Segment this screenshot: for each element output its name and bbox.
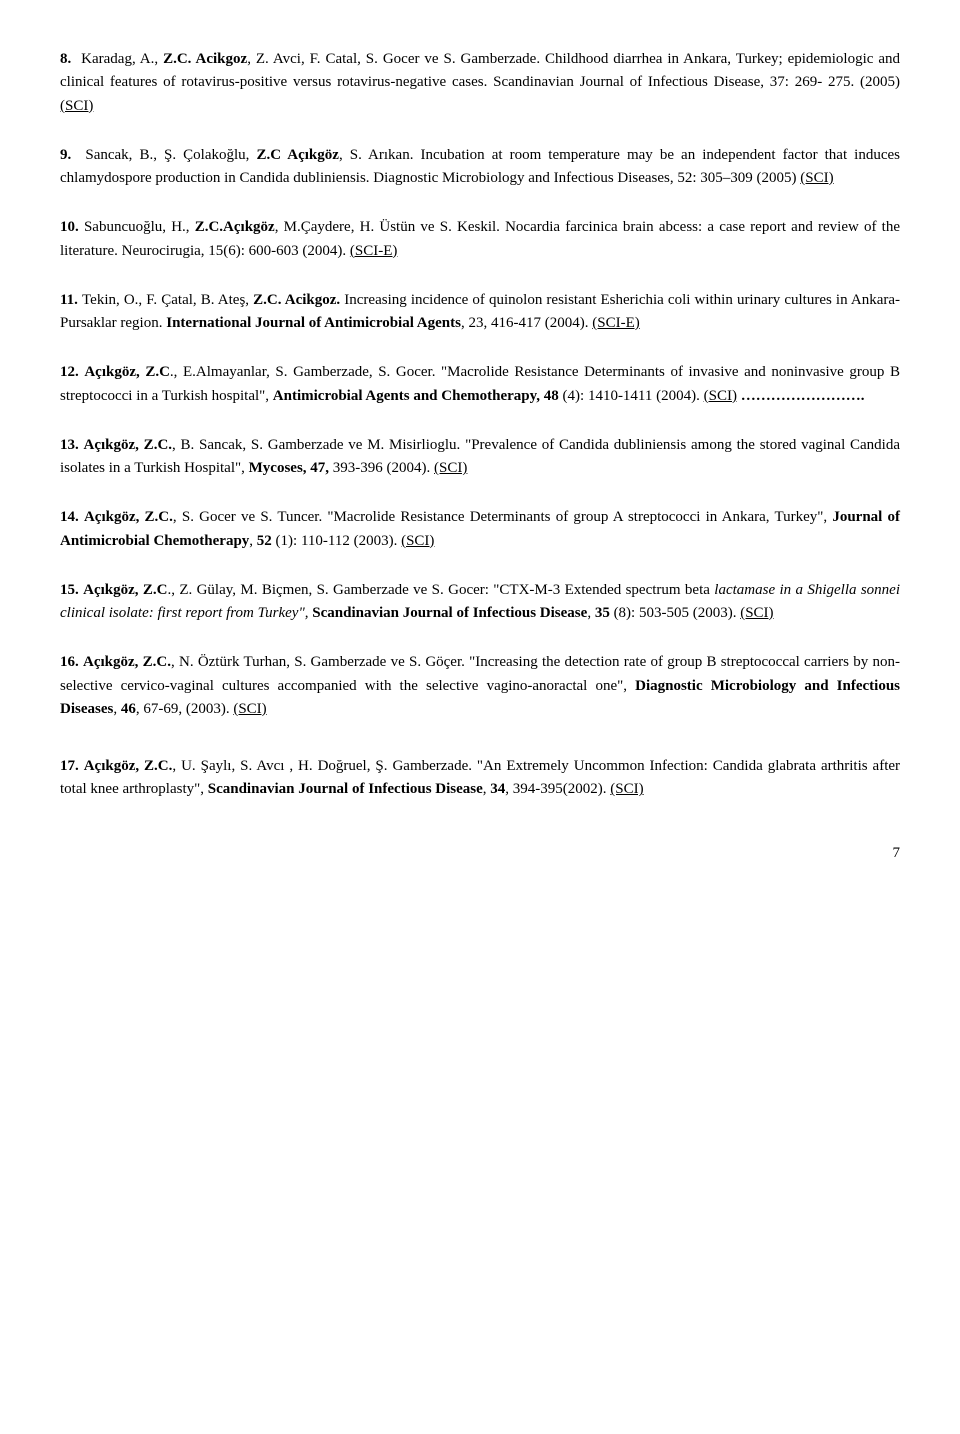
entry-text: (8): 503-505 (2003).	[610, 605, 740, 621]
author-highlight: Açıkgöz, Z.C.	[83, 654, 171, 670]
index-tag: (SCI)	[233, 701, 266, 717]
index-tag: (SCI)	[401, 533, 434, 549]
volume: 52	[257, 533, 272, 549]
author-highlight: Z.C. Acikgoz	[163, 51, 247, 67]
entry-number: 17.	[60, 758, 79, 774]
entry-text: ,	[249, 533, 257, 549]
reference-entry-15: 15. Açıkgöz, Z.C., Z. Gülay, M. Biçmen, …	[60, 579, 900, 626]
entry-text: ,	[113, 701, 121, 717]
entry-text: ., Z. Gülay, M. Biçmen, S. Gamberzade ve…	[167, 582, 714, 598]
author-highlight: Açıkgöz, Z.C	[83, 582, 167, 598]
journal-name: Antimicrobial Agents and Chemotherapy, 4…	[273, 388, 559, 404]
entry-text: ,	[587, 605, 595, 621]
entry-text: , S. Gocer ve S. Tuncer. "Macrolide Resi…	[173, 509, 832, 525]
entry-text: Tekin, O., F. Çatal, B. Ateş,	[82, 292, 253, 308]
reference-entry-13: 13. Açıkgöz, Z.C., B. Sancak, S. Gamberz…	[60, 434, 900, 481]
index-tag: (SCI)	[740, 605, 773, 621]
entry-number: 14.	[60, 509, 79, 525]
reference-entry-10: 10. Sabuncuoğlu, H., Z.C.Açıkgöz, M.Çayd…	[60, 216, 900, 263]
volume: 34	[490, 781, 505, 797]
index-tag: (SCI)	[60, 98, 93, 114]
entry-text: , 394-395(2002).	[505, 781, 610, 797]
reference-entry-17: 17. Açıkgöz, Z.C., U. Şaylı, S. Avcı , H…	[60, 755, 900, 802]
entry-text: Sancak, B., Ş. Çolakoğlu,	[85, 147, 256, 163]
entry-number: 10.	[60, 219, 79, 235]
entry-text: Karadag, A.,	[81, 51, 163, 67]
journal-name: Scandinavian Journal of Infectious Disea…	[208, 781, 483, 797]
entry-text: , 67-69, (2003).	[136, 701, 234, 717]
entry-number: 12.	[60, 364, 79, 380]
index-tag: (SCI)	[610, 781, 643, 797]
page-number: 7	[60, 842, 900, 865]
dots: …………………….	[737, 388, 865, 404]
entry-number: 13.	[60, 437, 79, 453]
author-highlight: Açıkgöz, Z.C.	[84, 437, 173, 453]
author-highlight: Z.C.Açıkgöz	[195, 219, 275, 235]
author-highlight: Açıkgöz, Z.C.	[84, 509, 173, 525]
index-tag: (SCI-E)	[350, 243, 398, 259]
author-highlight: Z.C Açıkgöz	[256, 147, 338, 163]
reference-entry-16: 16. Açıkgöz, Z.C., N. Öztürk Turhan, S. …	[60, 651, 900, 721]
index-tag: (SCI)	[800, 170, 833, 186]
index-tag: (SCI)	[704, 388, 737, 404]
index-tag: (SCI-E)	[592, 315, 640, 331]
entry-text: , 23, 416-417 (2004).	[461, 315, 592, 331]
entry-text: Sabuncuoğlu, H.,	[84, 219, 195, 235]
author-highlight: Açıkgöz, Z.C	[84, 364, 170, 380]
reference-entry-9: 9. Sancak, B., Ş. Çolakoğlu, Z.C Açıkgöz…	[60, 144, 900, 191]
index-tag: (SCI)	[434, 460, 467, 476]
entry-text: (1): 110-112 (2003).	[272, 533, 401, 549]
reference-entry-11: 11. Tekin, O., F. Çatal, B. Ateş, Z.C. A…	[60, 289, 900, 336]
reference-entry-14: 14. Açıkgöz, Z.C., S. Gocer ve S. Tuncer…	[60, 506, 900, 553]
volume: 35	[595, 605, 610, 621]
entry-number: 15.	[60, 582, 79, 598]
author-highlight: Açıkgöz, Z.C.	[84, 758, 173, 774]
journal-name: International Journal of Antimicrobial A…	[166, 315, 461, 331]
entry-text: (4): 1410-1411 (2004).	[559, 388, 704, 404]
entry-number: 11.	[60, 292, 78, 308]
reference-entry-12: 12. Açıkgöz, Z.C., E.Almayanlar, S. Gamb…	[60, 361, 900, 408]
volume: 46	[121, 701, 136, 717]
reference-entry-8: 8. Karadag, A., Z.C. Acikgoz, Z. Avci, F…	[60, 48, 900, 118]
journal-name: Scandinavian Journal of Infectious Disea…	[309, 605, 588, 621]
entry-number: 9.	[60, 147, 71, 163]
entry-number: 16.	[60, 654, 79, 670]
entry-number: 8.	[60, 51, 71, 67]
entry-text: 393-396 (2004).	[329, 460, 434, 476]
author-highlight: Z.C. Acikgoz.	[253, 292, 340, 308]
journal-name: Mycoses, 47,	[249, 460, 329, 476]
entry-text: , B. Sancak, S. Gamberzade ve M. Misirli…	[60, 437, 900, 476]
